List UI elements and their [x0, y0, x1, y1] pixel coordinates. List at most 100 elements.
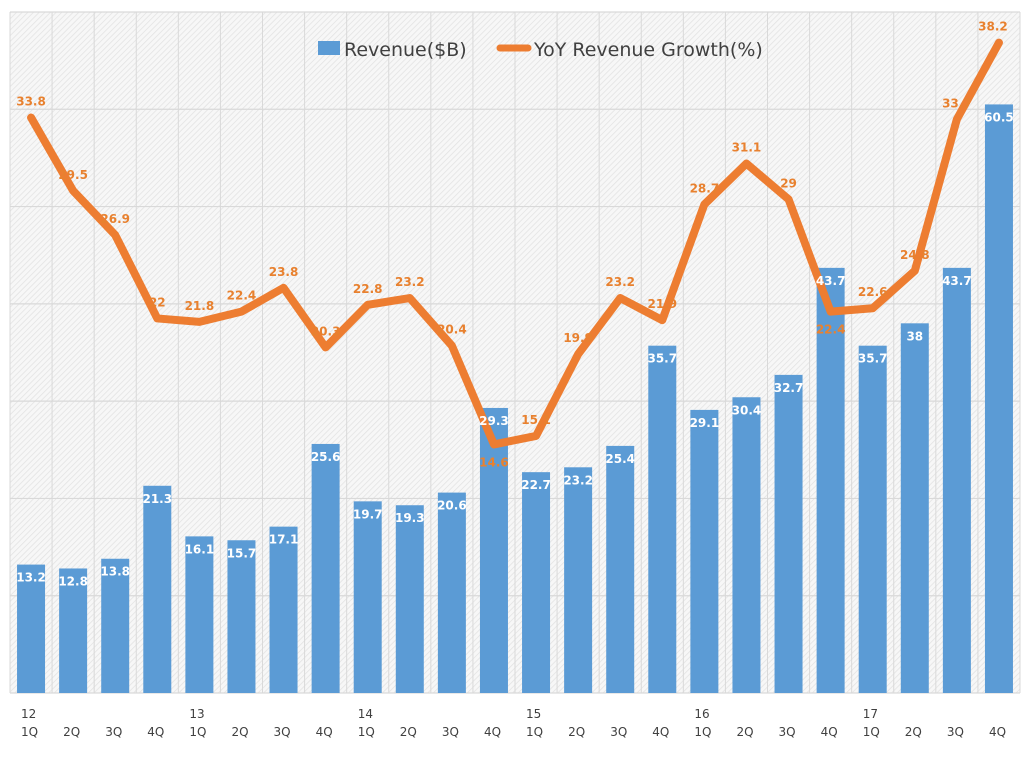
legend-label-revenue: Revenue($B) [344, 39, 467, 61]
revenue-bar [522, 472, 551, 693]
growth-point-label: 20.4 [437, 323, 467, 337]
growth-point-label: 29.5 [58, 168, 88, 182]
growth-point-label: 33.7 [942, 96, 972, 110]
x-tick-year: 15 [526, 707, 541, 721]
x-tick-quarter: 3Q [274, 725, 291, 739]
revenue-bar [59, 568, 88, 693]
x-tick-year: 12 [21, 707, 36, 721]
growth-point-label: 20.3 [311, 324, 341, 338]
revenue-bar-label: 35.7 [858, 352, 888, 366]
revenue-bar [269, 526, 298, 693]
revenue-bar-label: 32.7 [774, 381, 804, 395]
x-tick-quarter: 1Q [358, 725, 375, 739]
growth-point-label: 22.4 [227, 289, 257, 303]
revenue-bar [648, 345, 677, 693]
revenue-bar-label: 25.4 [605, 452, 635, 466]
growth-point-label: 15.1 [521, 413, 551, 427]
revenue-bar [227, 540, 256, 693]
growth-point-label: 22.4 [816, 323, 846, 337]
legend: Revenue($B) YoY Revenue Growth(%) [318, 39, 763, 61]
x-tick-quarter: 2Q [568, 725, 585, 739]
x-tick-year: 14 [358, 707, 373, 721]
growth-point-label: 21.8 [185, 299, 215, 313]
growth-point-label: 33.8 [16, 95, 46, 109]
revenue-bar [395, 505, 424, 693]
x-tick-quarter: 2Q [63, 725, 80, 739]
revenue-bar [185, 536, 214, 693]
growth-point-label: 19.9 [563, 331, 593, 345]
x-tick-quarter: 3Q [442, 725, 459, 739]
revenue-bar-label: 38 [906, 329, 923, 343]
revenue-bar [858, 345, 887, 693]
x-tick-quarter: 2Q [400, 725, 417, 739]
growth-point-label: 23.2 [395, 275, 425, 289]
x-tick-quarter: 1Q [21, 725, 38, 739]
revenue-bar-label: 20.6 [437, 499, 467, 513]
revenue-bar-label: 29.3 [479, 414, 509, 428]
x-tick-quarter: 2Q [231, 725, 248, 739]
growth-point-label: 22.6 [858, 285, 888, 299]
growth-point-label: 31.1 [732, 141, 762, 155]
revenue-bar-label: 15.7 [227, 546, 257, 560]
legend-label-growth: YoY Revenue Growth(%) [533, 39, 763, 61]
data-labels: 13.2 12.8 13.8 21.3 16.1 15.7 17.1 25.6 19.7 19.3… [16, 20, 1014, 589]
revenue-bar [900, 323, 929, 693]
x-tick-quarter: 4Q [989, 725, 1006, 739]
growth-point-label: 29 [780, 176, 797, 190]
revenue-bar-label: 21.3 [142, 492, 172, 506]
x-tick-quarter: 3Q [105, 725, 122, 739]
x-tick-year: 16 [694, 707, 709, 721]
growth-point-label: 38.2 [978, 20, 1008, 34]
x-axis: 1Q 12 2Q 3Q 4Q 1Q 13 2Q 3Q 4Q 1Q 14 2Q 3Q 4Q 1Q 15 2Q 3Q 4Q… [21, 707, 1006, 739]
revenue-bar-label: 60.5 [984, 110, 1014, 124]
revenue-bar-label: 43.7 [942, 274, 972, 288]
revenue-bar [564, 467, 593, 693]
revenue-bar-label: 13.8 [100, 565, 130, 579]
x-tick-quarter: 1Q [526, 725, 543, 739]
revenue-bar [942, 267, 971, 693]
x-tick-quarter: 4Q [821, 725, 838, 739]
x-tick-quarter: 4Q [316, 725, 333, 739]
growth-line-path [27, 38, 1003, 449]
x-tick-quarter: 1Q [694, 725, 711, 739]
revenue-bar [606, 445, 635, 693]
revenue-bar [311, 443, 340, 693]
x-tick-quarter: 4Q [484, 725, 501, 739]
x-tick-quarter: 3Q [779, 725, 796, 739]
revenue-bar-label: 25.6 [311, 450, 341, 464]
revenue-bar-label: 16.1 [185, 542, 215, 556]
revenue-bar-label: 29.1 [690, 416, 720, 430]
revenue-bar [101, 558, 130, 693]
legend-swatch-revenue [318, 41, 340, 55]
revenue-bar [143, 485, 172, 693]
revenue-bar [17, 564, 46, 693]
revenue-bar-label: 17.1 [269, 533, 299, 547]
revenue-bar-label: 43.7 [816, 274, 846, 288]
revenue-bar [437, 492, 466, 693]
x-tick-quarter: 2Q [736, 725, 753, 739]
revenue-bar [479, 407, 508, 693]
revenue-bar [816, 267, 845, 693]
gridlines [9, 11, 1021, 694]
x-tick-quarter: 1Q [863, 725, 880, 739]
revenue-bar [690, 409, 719, 693]
revenue-bar-label: 19.7 [353, 507, 383, 521]
revenue-bar-label: 23.2 [563, 473, 593, 487]
growth-point-label: 28.7 [690, 181, 720, 195]
growth-point-label: 23.8 [269, 265, 299, 279]
revenue-bar [732, 397, 761, 693]
x-tick-year: 13 [189, 707, 204, 721]
x-tick-quarter: 4Q [652, 725, 669, 739]
growth-point-label: 23.2 [605, 275, 635, 289]
growth-point-label: 14.6 [479, 455, 509, 469]
revenue-bar-label: 19.3 [395, 511, 425, 525]
growth-point-label: 24.8 [900, 248, 930, 262]
revenue-bar-label: 30.4 [732, 403, 762, 417]
revenue-bar-label: 13.2 [16, 571, 46, 585]
revenue-bar-label: 12.8 [58, 574, 88, 588]
revenue-bar [984, 104, 1013, 693]
x-tick-quarter: 3Q [947, 725, 964, 739]
growth-point-label: 21.9 [647, 297, 677, 311]
growth-point-label: 22 [149, 295, 166, 309]
